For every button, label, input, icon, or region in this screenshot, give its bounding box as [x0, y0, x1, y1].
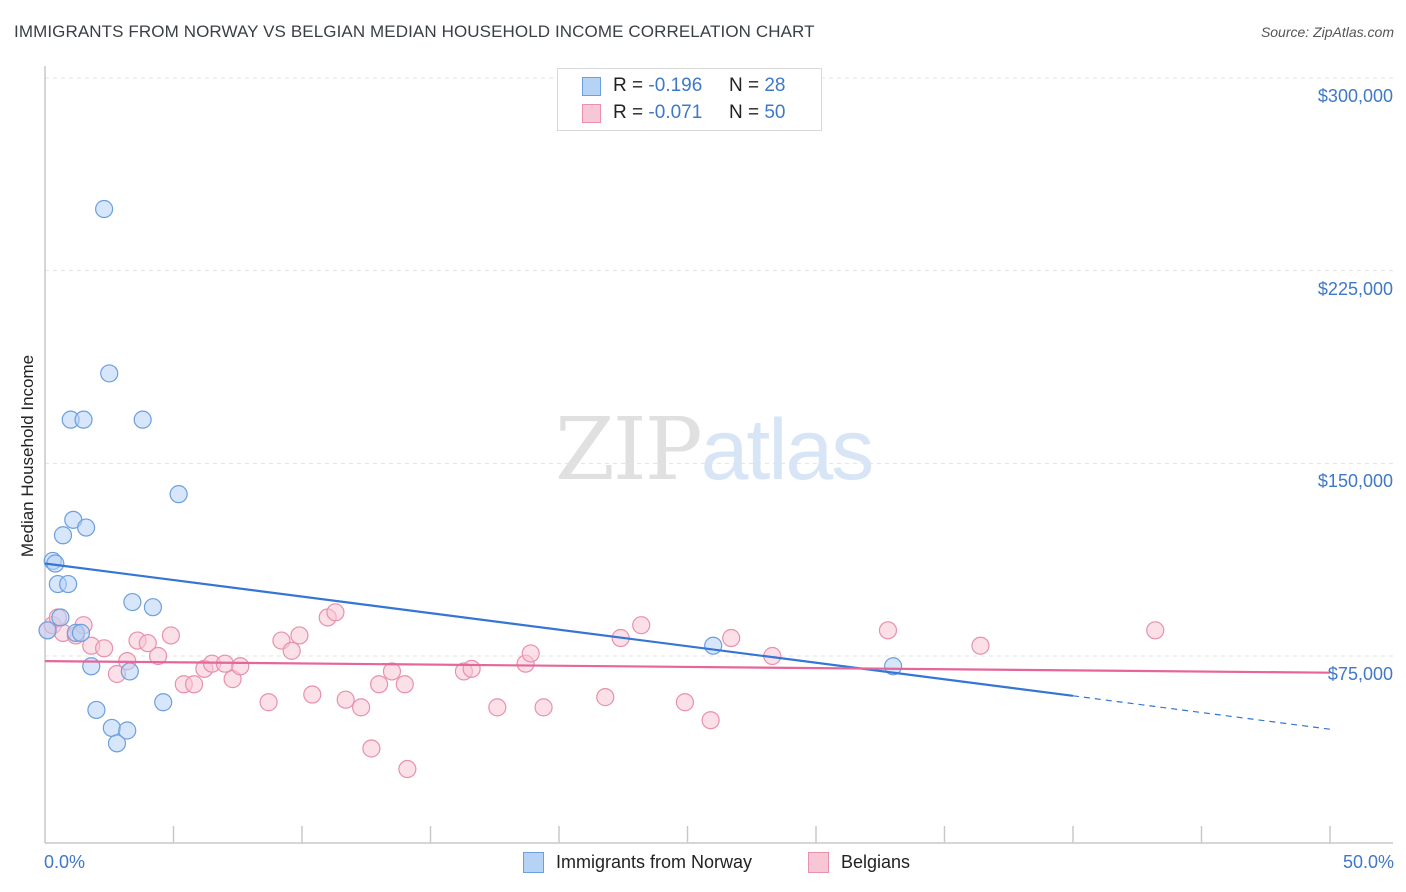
legend-r-value: -0.196 [648, 75, 703, 96]
norway-point [154, 693, 173, 712]
belgian-point [632, 616, 651, 635]
belgian-point [370, 675, 389, 694]
belgian-point [95, 639, 114, 658]
watermark-zip: ZIP [555, 400, 703, 500]
belgian-point [382, 662, 402, 681]
norway-point [82, 657, 101, 676]
norway-point [120, 662, 139, 681]
norway-point [143, 598, 163, 617]
belgian-point [596, 688, 615, 707]
bottom-legend-swatch-belgians [808, 852, 829, 873]
legend-n-value: 28 [764, 75, 786, 96]
norway-point [38, 621, 57, 640]
bottom-legend-label-belgians: Belgians [841, 852, 911, 872]
y-tick-label: $150,000 [1317, 471, 1393, 492]
belgian-point [701, 711, 720, 730]
norway-point [107, 734, 127, 753]
belgian-point [303, 685, 322, 704]
norway-point [883, 657, 903, 676]
legend-n-value: 50 [764, 102, 786, 123]
y-tick-label: $75,000 [1327, 664, 1393, 684]
belgian-point [878, 621, 898, 640]
belgian-point [290, 626, 309, 645]
norway-point [169, 485, 188, 504]
belgian-trend-line [44, 660, 1331, 674]
chart-source: Source: ZipAtlas.com [1260, 24, 1394, 40]
x-tick-max: 50.0% [1342, 852, 1394, 872]
belgian-point [161, 626, 181, 645]
watermark-atlas: atlas [700, 402, 875, 498]
x-tick-min: 0.0% [44, 852, 86, 872]
legend-row-norway: R = -0.196 N = 28 [582, 74, 785, 98]
belgian-point [398, 759, 417, 779]
norway-point [51, 608, 70, 627]
norway-trend-extension [1072, 695, 1331, 730]
y-tick-label: $225,000 [1317, 278, 1393, 299]
norway-point [704, 636, 723, 655]
norway-point [53, 526, 73, 545]
belgian-point [722, 628, 741, 648]
bottom-legend-belgians: Belgians [808, 852, 910, 873]
belgian-point [352, 698, 371, 717]
belgian-point [138, 634, 157, 653]
belgian-point [231, 657, 250, 676]
belgian-point [488, 698, 507, 717]
y-tick-label: $300,000 [1317, 86, 1393, 106]
belgian-point [259, 693, 278, 712]
correlation-legend: R = -0.196 N = 28 R = -0.071 N = 50 [557, 68, 822, 131]
norway-point [102, 718, 121, 738]
belgian-point [675, 693, 695, 712]
belgian-point [971, 636, 990, 655]
belgian-point [462, 659, 481, 678]
legend-n-label: N = [728, 102, 760, 123]
legend-swatch-norway [582, 76, 601, 96]
belgian-point [395, 675, 414, 694]
belgian-point [1146, 621, 1165, 640]
belgian-point [362, 739, 381, 758]
belgian-point [184, 675, 204, 694]
norway-point [74, 410, 93, 429]
y-axis-title: Median Household Income [18, 354, 37, 558]
norway-trend-line [44, 562, 1074, 697]
legend-r-label: R = [613, 75, 644, 96]
belgian-point [282, 641, 301, 660]
bottom-legend-label-norway: Immigrants from Norway [556, 852, 753, 872]
watermark: ZIPatlas [555, 400, 875, 500]
norway-point [71, 623, 91, 642]
legend-row-belgians: R = -0.071 N = 50 [582, 101, 785, 125]
norway-point [100, 364, 119, 383]
belgian-point [534, 698, 553, 717]
legend-n-label: N = [728, 75, 760, 96]
bottom-legend-swatch-norway [523, 852, 544, 873]
legend-swatch-belgians [582, 103, 601, 123]
legend-r-label: R = [613, 102, 644, 123]
belgian-point [336, 690, 355, 709]
bottom-legend-norway: Immigrants from Norway [523, 852, 752, 873]
belgian-point [326, 603, 345, 622]
belgian-point [148, 646, 168, 666]
norway-point [59, 574, 78, 594]
legend-r-value: -0.071 [648, 102, 703, 123]
norway-point [95, 199, 114, 219]
norway-point [133, 410, 152, 429]
chart-title: IMMIGRANTS FROM NORWAY VS BELGIAN MEDIAN… [14, 22, 815, 41]
norway-point [123, 592, 142, 612]
norway-point [87, 700, 106, 720]
norway-point [77, 518, 96, 537]
norway-point [118, 721, 137, 740]
belgian-point [521, 644, 540, 663]
